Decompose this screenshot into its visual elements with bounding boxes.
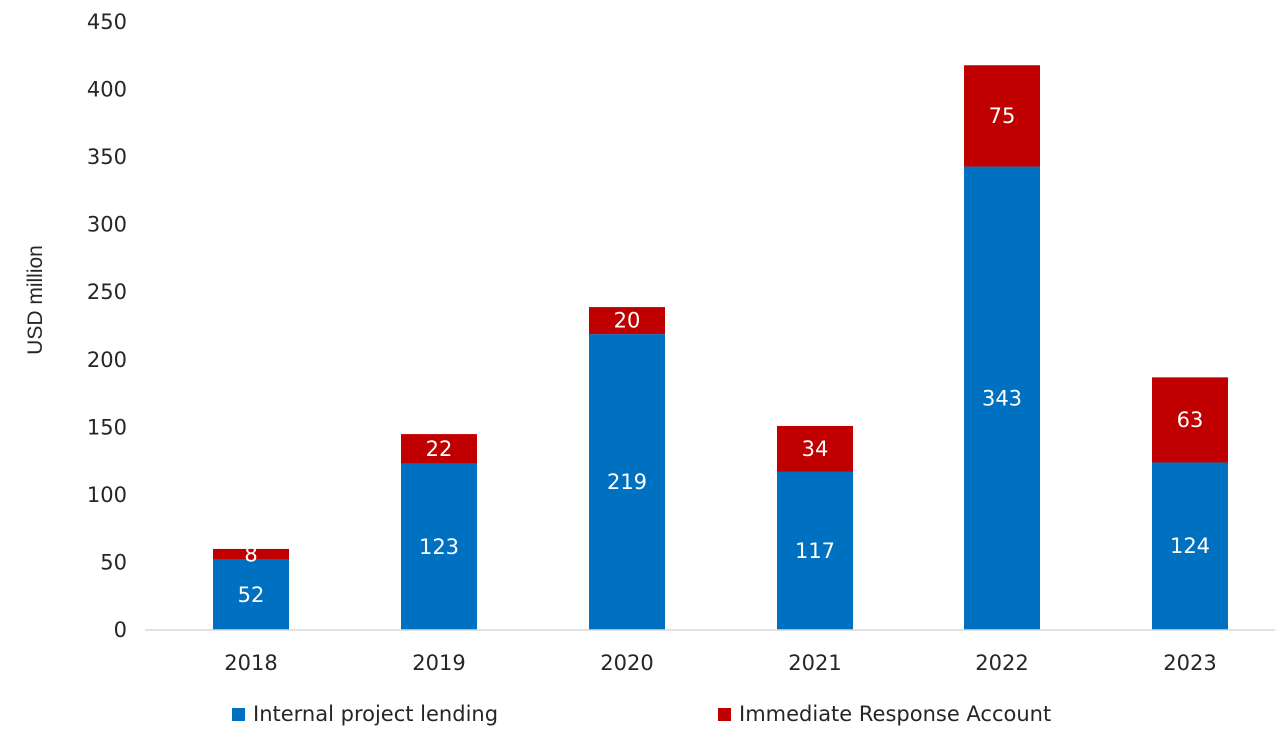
bar-segment bbox=[589, 307, 665, 335]
legend-label-immediate-response-account: Immediate Response Account bbox=[739, 702, 1052, 726]
data-label: 34 bbox=[802, 437, 829, 461]
y-tick-label: 350 bbox=[87, 145, 127, 169]
data-label: 123 bbox=[419, 535, 459, 559]
y-tick-label: 450 bbox=[87, 10, 127, 34]
x-tick-label: 2019 bbox=[412, 651, 465, 675]
y-tick-label: 100 bbox=[87, 483, 127, 507]
bar-segment bbox=[777, 425, 853, 472]
data-labels: 52 8 123 22 219 20 117 34 343 75 124 63 bbox=[238, 104, 1210, 607]
y-tick-label: 200 bbox=[87, 348, 127, 372]
y-axis-title: USD million bbox=[24, 245, 47, 355]
data-label: 124 bbox=[1170, 534, 1210, 558]
data-label: 343 bbox=[982, 386, 1022, 410]
x-tick-label: 2022 bbox=[975, 651, 1028, 675]
bar-segment bbox=[777, 471, 853, 630]
legend-item-internal-project-lending: Internal project lending bbox=[232, 702, 498, 726]
data-label: 117 bbox=[795, 539, 835, 563]
y-tick-label: 300 bbox=[87, 213, 127, 237]
data-label: 8 bbox=[244, 542, 257, 566]
y-axis-ticks: 0 50 100 150 200 250 300 350 400 450 bbox=[87, 10, 127, 642]
x-tick-label: 2021 bbox=[788, 651, 841, 675]
bar-segment bbox=[964, 65, 1040, 167]
y-tick-label: 50 bbox=[100, 550, 127, 574]
bar-segment bbox=[1152, 462, 1228, 630]
data-label: 20 bbox=[614, 309, 641, 333]
bar-segment bbox=[589, 334, 665, 630]
legend-item-immediate-response-account: Immediate Response Account bbox=[718, 702, 1051, 726]
y-axis-title-group: USD million bbox=[24, 245, 47, 355]
y-tick-label: 150 bbox=[87, 415, 127, 439]
bar-segment bbox=[213, 559, 289, 630]
x-tick-label: 2020 bbox=[600, 651, 653, 675]
legend-label-internal-project-lending: Internal project lending bbox=[253, 702, 499, 726]
legend: Internal project lending Immediate Respo… bbox=[0, 702, 1276, 732]
data-label: 219 bbox=[607, 470, 647, 494]
bar-segment bbox=[1152, 377, 1228, 463]
bar-segment bbox=[213, 548, 289, 560]
bar-segment bbox=[401, 434, 477, 464]
bar-segment bbox=[401, 463, 477, 630]
y-tick-label: 400 bbox=[87, 78, 127, 102]
x-axis-ticks: 2018 2019 2020 2021 2022 2023 bbox=[224, 651, 1216, 675]
bars bbox=[213, 65, 1228, 630]
data-label: 75 bbox=[989, 104, 1016, 128]
legend-swatch-internal-project-lending bbox=[232, 707, 245, 721]
data-label: 63 bbox=[1177, 408, 1204, 432]
y-tick-label: 0 bbox=[114, 618, 127, 642]
x-tick-label: 2018 bbox=[224, 651, 277, 675]
y-tick-label: 250 bbox=[87, 280, 127, 304]
data-label: 52 bbox=[238, 583, 265, 607]
data-label: 22 bbox=[426, 437, 453, 461]
x-tick-label: 2023 bbox=[1163, 651, 1216, 675]
bar-segment bbox=[964, 166, 1040, 630]
legend-swatch-immediate-response-account bbox=[718, 707, 731, 721]
